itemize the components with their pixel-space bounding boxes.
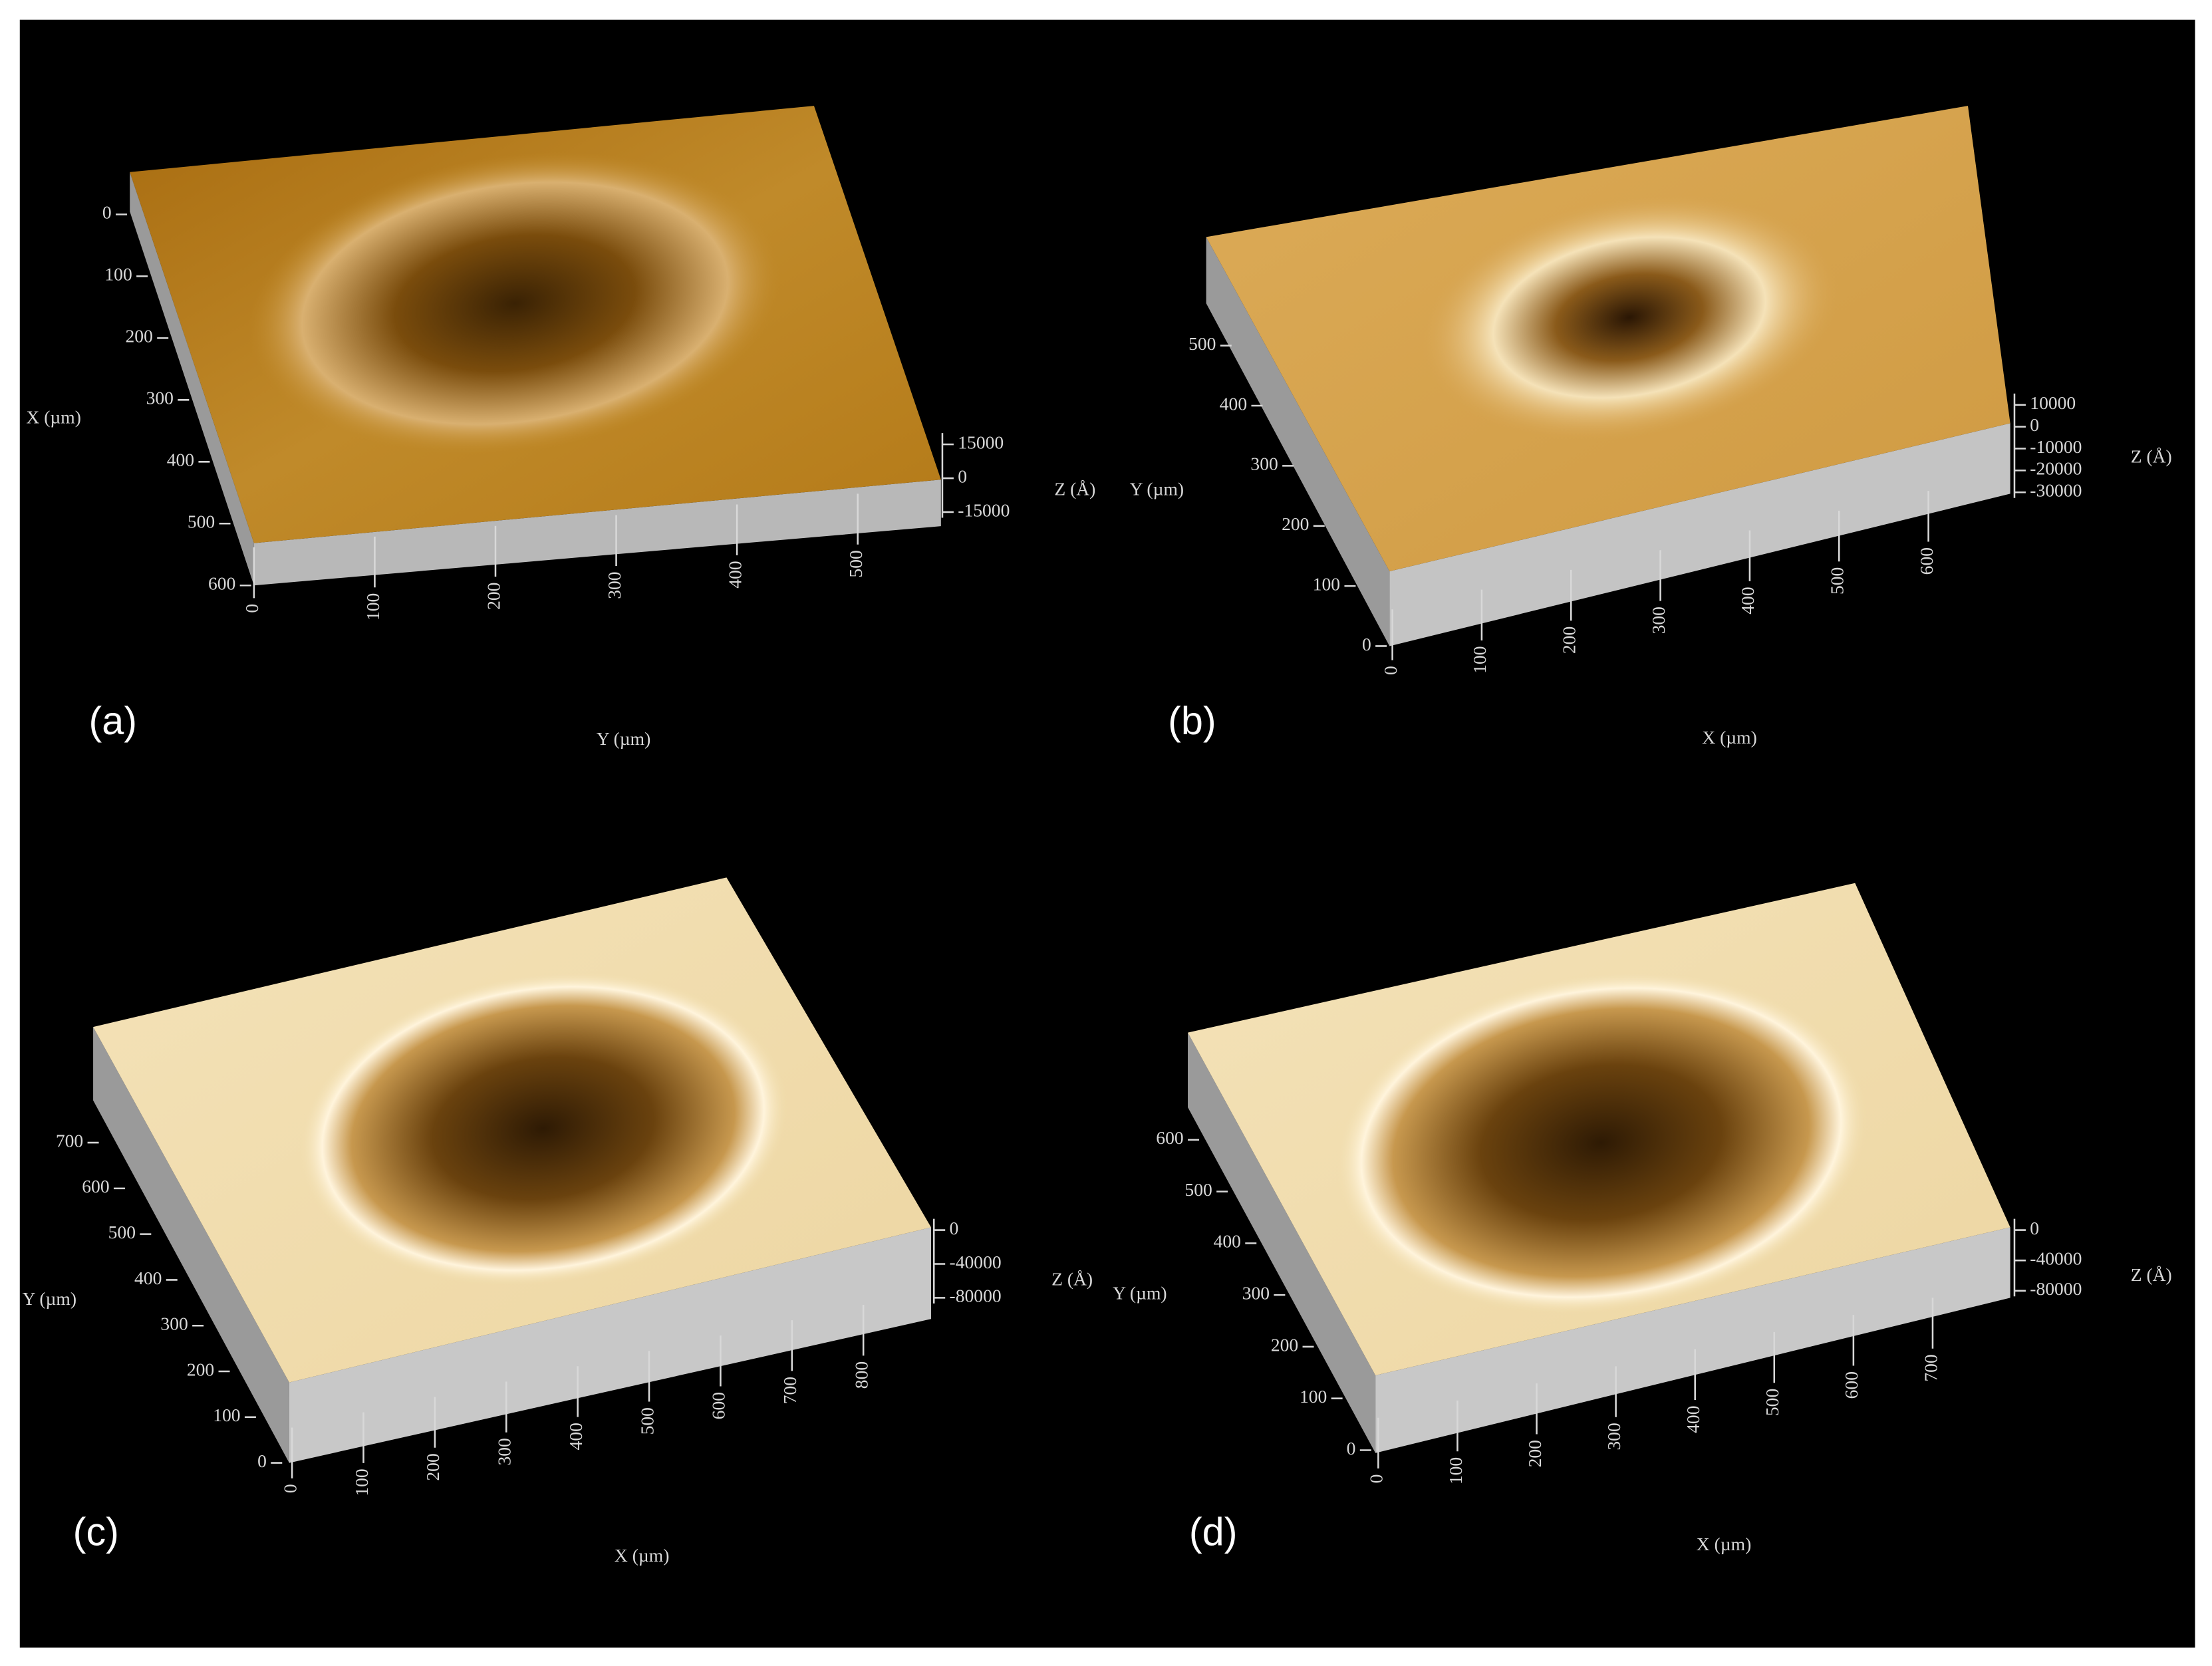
- tick-label: 0: [1362, 634, 1371, 654]
- tick-label: -40000: [950, 1252, 1002, 1272]
- tick-label: 400: [1683, 1406, 1703, 1433]
- axis-title: Y (µm): [597, 728, 650, 749]
- tick-label: 300: [494, 1438, 515, 1465]
- tick-label: 200: [1559, 626, 1580, 654]
- panel-label: (a): [88, 698, 137, 743]
- tick-label: 500: [1827, 567, 1848, 595]
- tick-label: 500: [108, 1222, 136, 1242]
- tick-label: 500: [1762, 1389, 1782, 1416]
- tick-label: 200: [126, 326, 153, 347]
- tick-label: 500: [636, 1407, 657, 1435]
- tick-label: -40000: [2030, 1248, 2082, 1269]
- tick-label: 300: [1648, 607, 1669, 634]
- tick-label: 300: [1603, 1423, 1624, 1450]
- tick-label: 0: [279, 1484, 300, 1493]
- tick-label: 400: [1214, 1231, 1241, 1252]
- tick-label: 300: [1250, 454, 1278, 474]
- axis-title: Y (µm): [1113, 1282, 1167, 1303]
- tick-label: 500: [188, 511, 215, 532]
- tick-label: 15000: [958, 432, 1004, 452]
- tick-label: -80000: [950, 1286, 1002, 1306]
- tick-label: 0: [241, 604, 262, 613]
- tick-label: 0: [1366, 1474, 1387, 1484]
- tick-label: 0: [1380, 666, 1401, 675]
- tick-label: 200: [1524, 1440, 1545, 1467]
- tick-label: 500: [1184, 1179, 1212, 1200]
- tick-label: 100: [104, 264, 132, 285]
- tick-label: 500: [1188, 333, 1216, 354]
- axis-title: X (µm): [26, 406, 80, 427]
- axis-title: Y (µm): [1130, 478, 1184, 499]
- panel-label: (d): [1189, 1509, 1238, 1554]
- tick-label: 700: [56, 1130, 83, 1151]
- tick-label: 600: [208, 573, 235, 594]
- axis-title: X (µm): [615, 1545, 669, 1566]
- tick-label: 300: [1242, 1282, 1270, 1303]
- axis-title: X (µm): [1697, 1534, 1751, 1554]
- tick-label: 0: [2030, 1218, 2039, 1238]
- tick-label: 300: [604, 571, 624, 599]
- axis-title: Z (Å): [2131, 1264, 2172, 1285]
- tick-label: -20000: [2030, 458, 2082, 479]
- tick-label: 600: [1841, 1371, 1862, 1399]
- surface-c: [93, 877, 931, 1463]
- surface-b: [1206, 106, 2010, 646]
- tick-label: 200: [422, 1453, 443, 1480]
- tick-label: -80000: [2030, 1278, 2082, 1299]
- tick-label: 400: [167, 450, 194, 470]
- tick-label: 400: [1220, 393, 1247, 414]
- tick-label: 600: [708, 1392, 729, 1419]
- axis-title: Y (µm): [23, 1288, 76, 1309]
- tick-label: 100: [1300, 1386, 1327, 1407]
- tick-label: 600: [1156, 1127, 1183, 1148]
- tick-label: 0: [1347, 1438, 1356, 1458]
- tick-label: 200: [1282, 513, 1309, 534]
- tick-label: 100: [1313, 573, 1340, 594]
- tick-label: 700: [779, 1377, 800, 1404]
- tick-label: 400: [1737, 587, 1758, 614]
- axis-title: Z (Å): [2131, 446, 2172, 467]
- tick-label: -10000: [2030, 436, 2082, 457]
- panel-label: (b): [1168, 698, 1216, 743]
- tick-label: 800: [851, 1361, 872, 1389]
- tick-label: 100: [362, 593, 383, 621]
- tick-label: 200: [187, 1359, 214, 1379]
- axis-title: X (µm): [1702, 727, 1756, 748]
- tick-label: 10000: [2030, 392, 2076, 413]
- tick-label: 700: [1920, 1354, 1941, 1381]
- surface-a: [130, 106, 941, 586]
- panel-label: (c): [73, 1509, 119, 1554]
- tick-label: 600: [82, 1176, 109, 1196]
- tick-label: -15000: [958, 499, 1010, 520]
- surface-d: [1188, 883, 2010, 1453]
- tick-label: 0: [2030, 414, 2039, 435]
- tick-label: 0: [257, 1451, 267, 1471]
- tick-label: 200: [483, 583, 503, 610]
- tick-label: 200: [1271, 1334, 1298, 1355]
- tick-label: 600: [1916, 547, 1937, 575]
- tick-label: 300: [160, 1314, 188, 1334]
- tick-label: 400: [724, 561, 745, 588]
- tick-label: 100: [213, 1405, 240, 1425]
- tick-label: 100: [351, 1468, 372, 1496]
- tick-label: 100: [1469, 646, 1490, 673]
- tick-label: 300: [146, 388, 174, 408]
- axis-title: Z (Å): [1051, 1268, 1093, 1289]
- tick-label: 100: [1445, 1457, 1466, 1484]
- axis-title: Z (Å): [1054, 478, 1095, 499]
- tick-label: 400: [565, 1423, 586, 1450]
- tick-label: 0: [950, 1218, 959, 1238]
- tick-label: 400: [134, 1268, 162, 1288]
- tick-label: 0: [958, 466, 967, 486]
- tick-label: 500: [845, 550, 866, 577]
- tick-label: -30000: [2030, 480, 2082, 501]
- tick-label: 0: [102, 202, 112, 223]
